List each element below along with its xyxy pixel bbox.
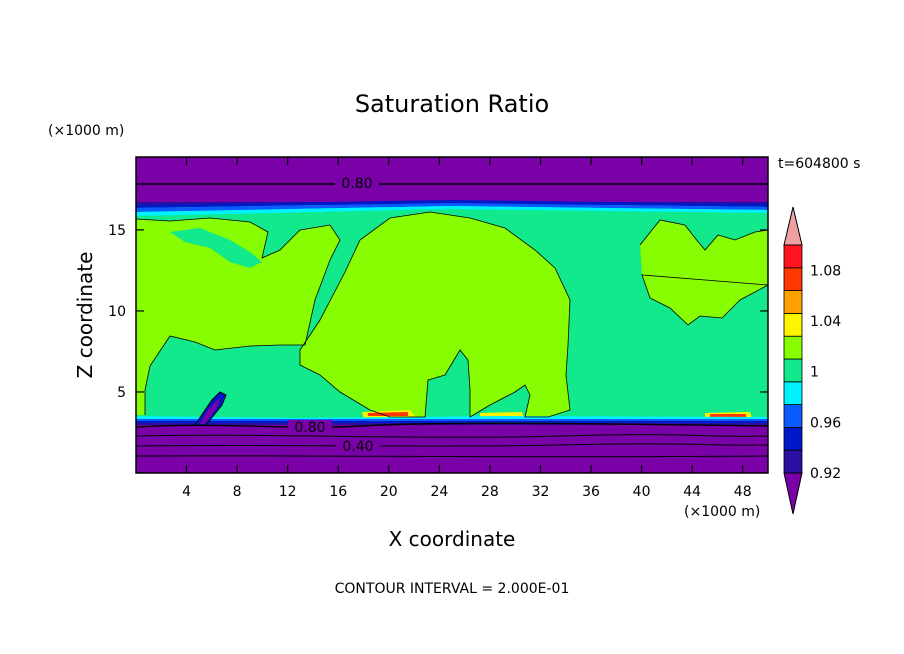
x-axis: 4 8 12 16 20 24 28 32 36 40 44 48 [182, 157, 752, 500]
contour-label-0.80-lower-text: 0.80 [294, 420, 325, 436]
x-tick-label: 4 [182, 484, 191, 500]
chart-title: Saturation Ratio [355, 90, 549, 118]
x-tick-label: 36 [582, 484, 600, 500]
contour-line-0.80-lower [136, 422, 768, 428]
x-tick-label: 40 [633, 484, 651, 500]
contour-line-1.00-right [639, 219, 768, 326]
region-lower-dry [136, 425, 768, 473]
colorbar-swatch [783, 335, 803, 360]
contour-label-0.80-upper: 0.80 [335, 175, 379, 192]
contour-line-0.40 [136, 443, 768, 447]
colorbar-swatch [783, 312, 803, 337]
y-tick-label: 5 [117, 385, 126, 401]
contour-line-0.60 [136, 434, 768, 438]
region-sat-1.00-1.02-left [136, 218, 340, 415]
time-label: t=604800 s [778, 156, 860, 172]
region-sat-1.00-1.02-center [300, 212, 570, 417]
colorbar-swatch [783, 426, 803, 451]
y-tick-label: 15 [108, 223, 126, 239]
colorbar-triangle-bottom [783, 472, 803, 515]
colorbar-tick-label: 0.92 [810, 466, 841, 482]
x-tick-label: 48 [734, 484, 752, 500]
colorbar-tick-label: 1 [810, 365, 819, 381]
colorbar-triangle-top [783, 206, 803, 246]
colorbar-swatch [783, 267, 803, 291]
y-axis-label: Z coordinate [73, 252, 97, 379]
contour-line-1.00-center [299, 211, 571, 418]
region-sat-1.00-1.02-tongue [170, 228, 262, 268]
colorbar-swatch [783, 449, 803, 474]
x-tick-label: 32 [532, 484, 550, 500]
region-upper-dry [136, 157, 768, 202]
x-tick-label: 20 [380, 484, 398, 500]
plot-area [136, 157, 768, 473]
band-upper-0.98 [136, 206, 768, 216]
pocket-1.06-c [710, 414, 746, 417]
contour-label-0.40-text: 0.40 [342, 439, 373, 455]
contour-interval-note: CONTOUR INTERVAL = 2.000E-01 [335, 581, 570, 597]
contour-line-1.00 [136, 217, 341, 415]
y-tick-label: 10 [108, 304, 126, 320]
plume-contour [194, 391, 227, 426]
colorbar-swatch [783, 244, 803, 269]
x-tick-label: 12 [279, 484, 297, 500]
plume-core [200, 398, 220, 424]
region-sat-1.00-1.02-right [640, 220, 768, 325]
band-lower-0.94 [136, 421, 768, 423]
band-upper-0.96 [136, 203, 768, 212]
colorbar-swatch [783, 381, 803, 405]
colorbar-tick-label: 0.96 [810, 415, 841, 431]
colorbar-tick-label: 1.04 [810, 314, 841, 330]
colorbar-tick-label: 1.08 [810, 263, 841, 279]
x-tick-label: 24 [430, 484, 448, 500]
x-tick-label: 8 [233, 484, 242, 500]
x-tick-label: 44 [683, 484, 701, 500]
colorbar-swatch [783, 290, 803, 314]
x-tick-label: 28 [481, 484, 499, 500]
x-tick-label: 16 [329, 484, 347, 500]
contour-label-0.80-lower: 0.80 [288, 420, 332, 436]
contour-label-0.40: 0.40 [336, 438, 380, 455]
x-unit-label: (×1000 m) [684, 504, 760, 520]
y-axis: 5 10 15 [108, 223, 768, 401]
colorbar-swatch [783, 404, 803, 428]
colorbar: 1.08 1.04 1 0.96 0.92 [783, 206, 841, 515]
colorbar-swatch [783, 358, 803, 383]
y-unit-label: (×1000 m) [48, 123, 124, 139]
plot-frame [135, 156, 769, 474]
x-axis-label: X coordinate [389, 527, 516, 551]
contour-label-0.80-upper-text: 0.80 [341, 176, 372, 192]
contour-line-0.20 [136, 455, 768, 458]
band-upper-0.94 [136, 200, 768, 208]
